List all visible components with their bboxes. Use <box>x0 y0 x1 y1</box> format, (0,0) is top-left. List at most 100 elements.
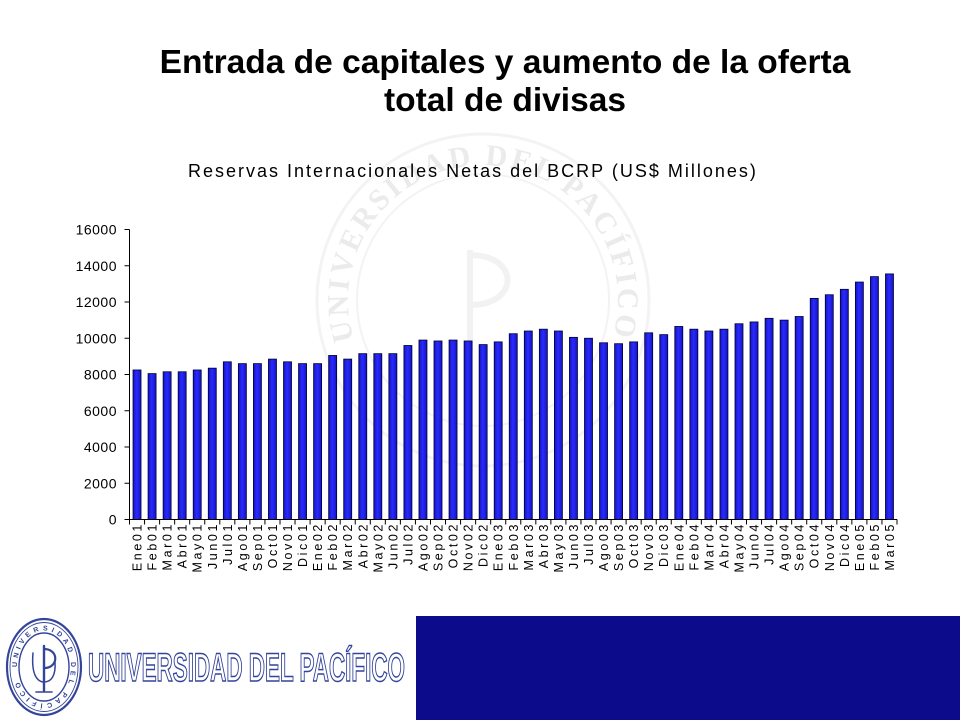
x-tick-label: Abr04 <box>717 522 731 568</box>
x-tick-label: Nov01 <box>281 522 295 571</box>
bar-feb02 <box>328 355 338 520</box>
bar-feb03 <box>508 333 518 520</box>
x-tick-label: Jun02 <box>386 522 400 569</box>
x-tick-label: Sep02 <box>432 522 446 571</box>
axes <box>124 229 898 525</box>
x-tick-label: Nov03 <box>642 522 656 571</box>
bar-nov02 <box>463 340 473 520</box>
x-tick-label: Jun04 <box>748 522 762 569</box>
x-axis-tick-labels: Ene01 Feb01 Mar01 Abr01 May01 Jun01 Jul01 Ago01… <box>131 522 897 573</box>
x-tick-label: Feb03 <box>507 522 521 570</box>
bar-oct03 <box>629 341 639 520</box>
bar-abr02 <box>358 353 368 520</box>
x-tick-label: May02 <box>371 522 385 573</box>
bar-jul02 <box>403 345 413 520</box>
x-tick-label: Abr01 <box>176 522 190 568</box>
x-tick-label: Mar02 <box>341 522 355 570</box>
x-tick-label: May04 <box>732 522 746 573</box>
bar-feb05 <box>870 276 879 520</box>
x-tick-label: Dic01 <box>296 522 310 567</box>
x-tick-label: Ene02 <box>311 522 325 571</box>
bar-ene03 <box>493 341 503 520</box>
bar-oct01 <box>268 358 277 520</box>
bar-mar02 <box>343 358 353 520</box>
x-tick-label: Nov04 <box>823 522 837 571</box>
slide-title-line-1: Entrada de capitales y aumento de la ofe… <box>159 44 851 81</box>
x-tick-label: Feb04 <box>687 522 701 570</box>
bar-abr03 <box>538 328 548 520</box>
x-tick-label: Oct03 <box>627 522 641 568</box>
x-tick-label: Oct01 <box>266 522 280 568</box>
bar-may02 <box>373 353 383 520</box>
bar-sep04 <box>794 316 804 520</box>
x-tick-label: Feb05 <box>868 522 882 570</box>
seal-inner-ring <box>18 632 70 702</box>
bar-dic02 <box>478 344 488 520</box>
x-tick-label: Jul02 <box>401 522 415 565</box>
bar-nov01 <box>283 361 292 520</box>
y-tick-label: 16000 <box>76 222 117 238</box>
y-tick-label: 6000 <box>84 403 117 419</box>
seal-outer-ring <box>5 617 83 717</box>
seal-middle-ring <box>9 622 79 712</box>
footer-band <box>416 616 960 720</box>
x-tick-label: Ene04 <box>672 522 686 571</box>
x-tick-label: Feb01 <box>146 522 160 570</box>
seal-monogram <box>31 644 57 693</box>
bar-nov04 <box>824 294 834 520</box>
x-tick-label: Sep01 <box>251 522 265 571</box>
y-tick-label: 14000 <box>76 258 117 274</box>
y-tick-label: 2000 <box>84 475 117 491</box>
bar-may03 <box>554 330 563 520</box>
chart-title: Reservas Internacionales Netas del BCRP … <box>188 161 758 181</box>
bar-mar04 <box>704 330 714 520</box>
bar-mar01 <box>162 371 172 520</box>
bar-sep03 <box>614 343 623 520</box>
x-tick-label: Abr03 <box>537 522 551 568</box>
x-tick-label: Ago03 <box>597 522 611 571</box>
x-tick-label: Mar01 <box>161 522 175 570</box>
slide-title: Entrada de capitales y aumento de la ofe… <box>105 44 905 120</box>
x-tick-label: Abr02 <box>356 522 370 568</box>
x-tick-label: Mar03 <box>522 522 536 570</box>
bar-ago03 <box>599 342 608 520</box>
y-tick-label: 0 <box>109 512 117 528</box>
bar-ene04 <box>674 326 684 520</box>
x-tick-label: Ago04 <box>778 522 792 571</box>
bar-dic04 <box>839 288 849 520</box>
y-tick-label: 8000 <box>84 367 117 383</box>
bar-jun02 <box>388 353 398 520</box>
bars <box>132 273 894 520</box>
monogram-loop <box>42 647 57 670</box>
x-tick-label: May03 <box>552 522 566 573</box>
bar-ago02 <box>418 339 428 520</box>
x-tick-label: Jun01 <box>206 522 220 569</box>
bar-abr01 <box>177 371 187 520</box>
bar-dic03 <box>659 334 669 520</box>
x-tick-label: Feb02 <box>326 522 340 570</box>
x-tick-label: Jul01 <box>221 522 235 565</box>
x-tick-label: Jul03 <box>582 522 596 565</box>
y-tick-label: 10000 <box>76 330 117 346</box>
x-tick-label: Ene05 <box>853 522 867 571</box>
x-tick-label: Dic04 <box>838 522 852 567</box>
y-tick-label: 4000 <box>84 439 117 455</box>
monogram-curve <box>31 652 56 683</box>
bar-sep01 <box>253 363 262 520</box>
x-tick-label: Mar05 <box>883 522 897 570</box>
x-tick-label: Ago01 <box>236 522 250 571</box>
x-tick-label: Ene01 <box>131 522 145 571</box>
x-tick-label: Sep03 <box>612 522 626 571</box>
x-tick-label: Jun03 <box>567 522 581 569</box>
bar-jun01 <box>207 367 217 520</box>
bar-ago04 <box>779 319 789 520</box>
bar-ene02 <box>313 363 323 520</box>
bar-abr04 <box>719 328 729 520</box>
x-tick-label: Oct04 <box>808 522 822 568</box>
x-tick-label: Dic02 <box>477 522 491 567</box>
x-tick-label: May01 <box>191 522 205 573</box>
x-tick-label: Sep04 <box>793 522 807 571</box>
